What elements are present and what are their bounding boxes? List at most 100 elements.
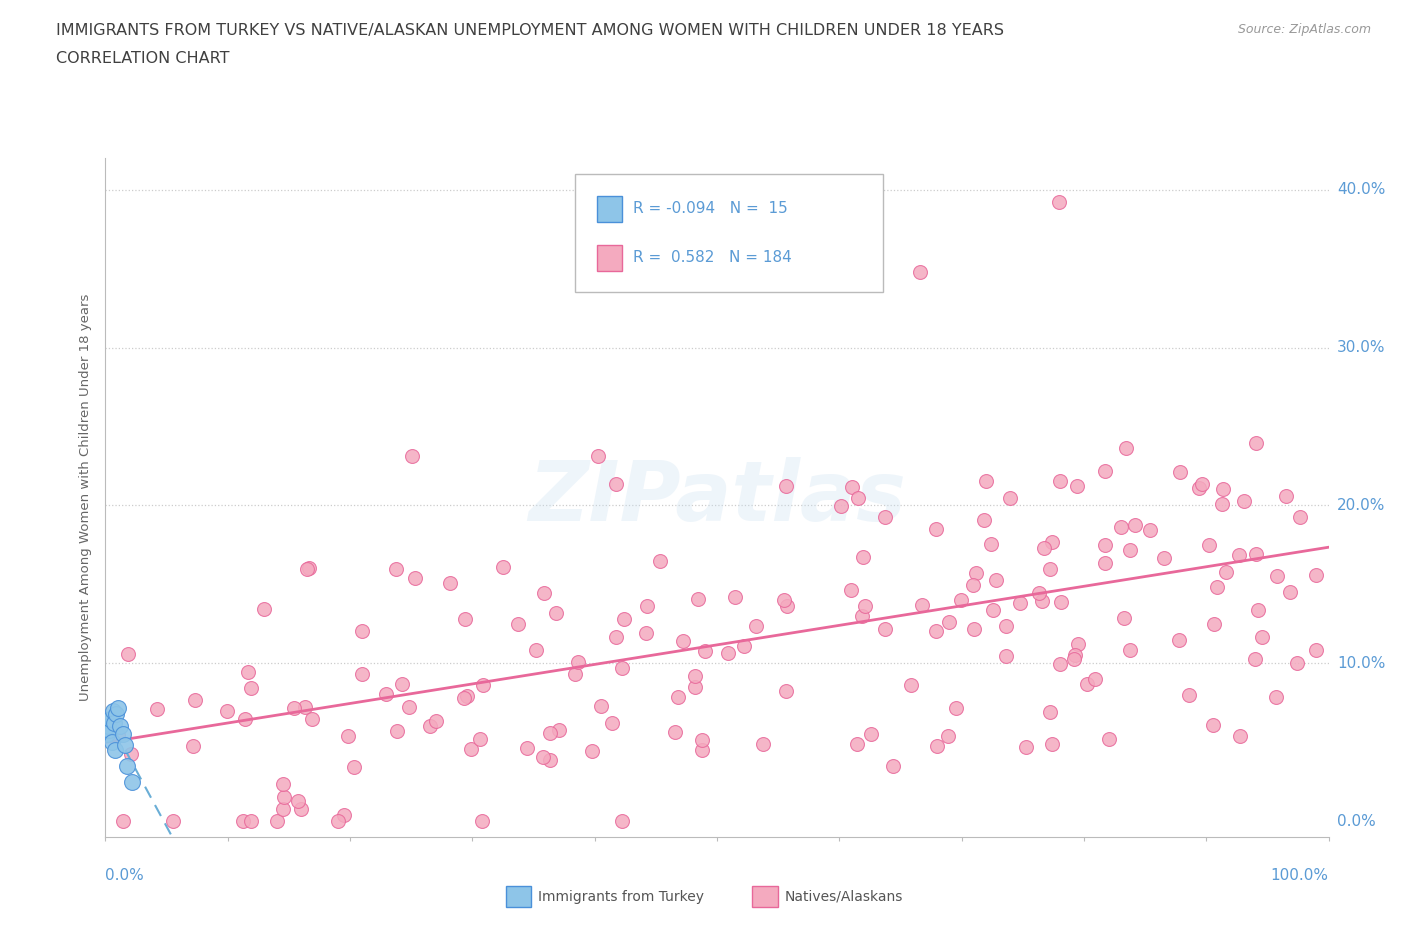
Point (636, 626, 658, 641)
Point (1123, 518, 1146, 533)
Point (690, 733, 713, 748)
Point (1010, 595, 1032, 610)
Point (337, 728, 360, 743)
Point (385, 724, 408, 738)
Point (538, 752, 561, 767)
Text: Natives/Alaskans: Natives/Alaskans (785, 889, 903, 904)
Point (273, 790, 295, 804)
Point (686, 591, 709, 606)
Point (567, 655, 589, 670)
Point (1049, 474, 1071, 489)
Point (404, 570, 426, 585)
Point (375, 686, 398, 701)
Point (875, 621, 897, 636)
Point (184, 692, 207, 707)
Point (613, 612, 636, 627)
Point (980, 537, 1002, 551)
Point (104, 743, 127, 758)
Point (995, 649, 1018, 664)
Point (900, 677, 922, 692)
Point (385, 562, 408, 577)
Point (1114, 610, 1136, 625)
Point (298, 561, 321, 576)
Point (936, 728, 959, 743)
Point (1265, 690, 1288, 705)
Point (945, 701, 967, 716)
Point (343, 759, 366, 774)
Point (391, 676, 413, 691)
Point (108, 719, 131, 734)
Point (524, 643, 547, 658)
Point (973, 513, 995, 528)
Point (962, 621, 984, 636)
Text: R =  0.582   N = 184: R = 0.582 N = 184 (633, 250, 792, 265)
Point (326, 814, 349, 829)
Text: 0.0%: 0.0% (105, 868, 145, 883)
Point (253, 602, 276, 617)
Point (1201, 717, 1223, 732)
Point (548, 723, 571, 737)
Point (333, 808, 356, 823)
Point (1265, 568, 1288, 583)
Text: 20.0%: 20.0% (1337, 498, 1385, 513)
Point (581, 743, 603, 758)
Point (111, 727, 134, 742)
Text: 100.0%: 100.0% (1271, 868, 1329, 883)
Point (232, 814, 254, 829)
Point (1094, 538, 1116, 552)
Point (672, 634, 695, 649)
Point (981, 603, 1004, 618)
Point (350, 667, 373, 682)
Point (1191, 476, 1213, 491)
Point (1305, 643, 1327, 658)
Point (419, 719, 441, 734)
Point (841, 582, 863, 597)
Point (105, 707, 128, 722)
Point (460, 741, 482, 756)
Point (538, 725, 561, 740)
Point (1066, 478, 1088, 493)
Text: R = -0.094   N =  15: R = -0.094 N = 15 (633, 202, 787, 217)
Point (425, 714, 447, 729)
Point (1212, 482, 1234, 497)
Point (724, 590, 747, 604)
Point (851, 608, 873, 623)
Point (589, 698, 612, 713)
Point (752, 737, 775, 751)
Point (492, 559, 515, 574)
Point (1094, 464, 1116, 479)
Point (107, 700, 129, 715)
Point (117, 646, 139, 661)
Point (96, 727, 118, 742)
Point (1168, 465, 1191, 480)
Point (1049, 657, 1071, 671)
Point (121, 775, 143, 790)
Point (301, 711, 323, 726)
Text: 30.0%: 30.0% (1337, 340, 1385, 355)
Point (1032, 540, 1054, 555)
Text: Source: ZipAtlas.com: Source: ZipAtlas.com (1237, 23, 1371, 36)
Point (853, 598, 876, 613)
Point (120, 747, 142, 762)
Point (1275, 488, 1298, 503)
Point (605, 477, 627, 492)
Point (1063, 651, 1085, 666)
Point (998, 490, 1021, 505)
Point (1139, 523, 1161, 538)
Point (114, 738, 136, 753)
Point (238, 665, 260, 680)
Point (266, 814, 288, 829)
Point (772, 593, 794, 608)
Point (612, 660, 634, 675)
Point (1246, 435, 1268, 450)
Point (1098, 731, 1121, 746)
Point (1076, 677, 1098, 692)
Point (965, 565, 987, 580)
Point (612, 814, 634, 829)
Point (544, 605, 567, 620)
Point (564, 666, 586, 681)
Point (233, 712, 256, 727)
Point (925, 521, 948, 536)
Text: Immigrants from Turkey: Immigrants from Turkey (538, 889, 704, 904)
Point (287, 794, 309, 809)
